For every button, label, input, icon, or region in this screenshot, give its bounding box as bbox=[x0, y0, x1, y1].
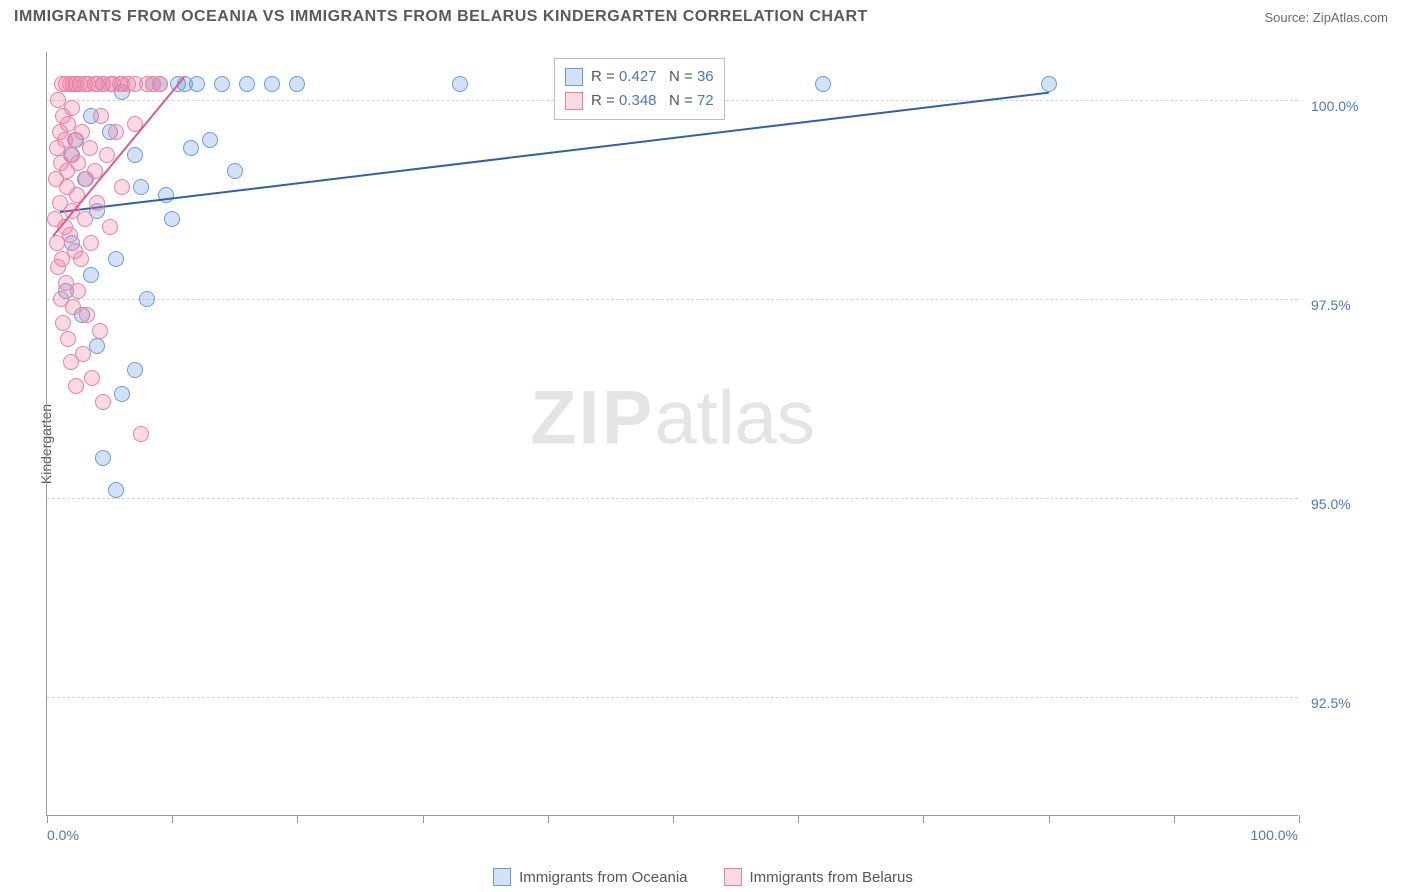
data-point bbox=[79, 307, 95, 323]
data-point bbox=[60, 331, 76, 347]
data-point bbox=[89, 195, 105, 211]
x-tick bbox=[548, 815, 549, 823]
data-point bbox=[92, 323, 108, 339]
watermark-rest: atlas bbox=[654, 376, 815, 461]
data-point bbox=[55, 315, 71, 331]
data-point bbox=[95, 394, 111, 410]
data-point bbox=[183, 140, 199, 156]
plot-area: ZIPatlas 92.5%95.0%97.5%100.0%0.0%100.0%… bbox=[46, 52, 1298, 816]
x-tick bbox=[798, 815, 799, 823]
chart-container: Kindergarten ZIPatlas 92.5%95.0%97.5%100… bbox=[0, 40, 1406, 848]
data-point bbox=[62, 227, 78, 243]
data-point bbox=[239, 76, 255, 92]
gridline-h bbox=[47, 697, 1298, 698]
data-point bbox=[77, 211, 93, 227]
data-point bbox=[114, 179, 130, 195]
data-point bbox=[83, 267, 99, 283]
data-point bbox=[83, 235, 99, 251]
x-tick bbox=[423, 815, 424, 823]
data-point bbox=[70, 283, 86, 299]
x-tick bbox=[673, 815, 674, 823]
chart-title: IMMIGRANTS FROM OCEANIA VS IMMIGRANTS FR… bbox=[14, 8, 868, 26]
data-point bbox=[68, 378, 84, 394]
legend-stat-text: R = 0.348 N = 72 bbox=[591, 89, 714, 113]
data-point bbox=[108, 482, 124, 498]
data-point bbox=[152, 76, 168, 92]
data-point bbox=[114, 386, 130, 402]
data-point bbox=[227, 163, 243, 179]
gridline-h bbox=[47, 299, 1298, 300]
data-point bbox=[189, 76, 205, 92]
data-point bbox=[139, 291, 155, 307]
data-point bbox=[74, 124, 90, 140]
source-label: Source: ZipAtlas.com bbox=[1264, 10, 1388, 25]
data-point bbox=[264, 76, 280, 92]
bottom-legend-item: Immigrants from Belarus bbox=[724, 868, 913, 886]
data-point bbox=[452, 76, 468, 92]
data-point bbox=[89, 338, 105, 354]
data-point bbox=[82, 140, 98, 156]
data-point bbox=[95, 450, 111, 466]
x-tick bbox=[923, 815, 924, 823]
y-tick-label: 95.0% bbox=[1311, 496, 1351, 512]
data-point bbox=[70, 155, 86, 171]
x-tick bbox=[1049, 815, 1050, 823]
data-point bbox=[127, 362, 143, 378]
legend-swatch bbox=[565, 68, 583, 86]
watermark: ZIPatlas bbox=[530, 375, 815, 462]
data-point bbox=[75, 346, 91, 362]
bottom-legend-item: Immigrants from Oceania bbox=[493, 868, 687, 886]
data-point bbox=[214, 76, 230, 92]
watermark-bold: ZIP bbox=[530, 376, 654, 461]
legend-swatch bbox=[724, 868, 742, 886]
y-tick-label: 92.5% bbox=[1311, 695, 1351, 711]
legend-row: R = 0.427 N = 36 bbox=[565, 65, 714, 89]
data-point bbox=[202, 132, 218, 148]
x-tick bbox=[172, 815, 173, 823]
y-tick-label: 100.0% bbox=[1311, 98, 1358, 114]
legend-swatch bbox=[493, 868, 511, 886]
data-point bbox=[164, 211, 180, 227]
x-tick-label: 100.0% bbox=[1251, 827, 1298, 843]
data-point bbox=[93, 108, 109, 124]
data-point bbox=[108, 251, 124, 267]
x-tick bbox=[47, 815, 48, 823]
data-point bbox=[289, 76, 305, 92]
header: IMMIGRANTS FROM OCEANIA VS IMMIGRANTS FR… bbox=[0, 0, 1406, 32]
bottom-legend: Immigrants from Oceania Immigrants from B… bbox=[0, 868, 1406, 886]
data-point bbox=[73, 251, 89, 267]
bottom-legend-label: Immigrants from Belarus bbox=[750, 869, 913, 886]
gridline-h bbox=[47, 498, 1298, 499]
correlation-legend: R = 0.427 N = 36R = 0.348 N = 72 bbox=[554, 58, 725, 120]
legend-swatch bbox=[565, 92, 583, 110]
data-point bbox=[127, 147, 143, 163]
x-tick bbox=[1299, 815, 1300, 823]
legend-row: R = 0.348 N = 72 bbox=[565, 89, 714, 113]
data-point bbox=[1041, 76, 1057, 92]
data-point bbox=[102, 219, 118, 235]
y-tick-label: 97.5% bbox=[1311, 297, 1351, 313]
data-point bbox=[133, 426, 149, 442]
data-point bbox=[84, 370, 100, 386]
x-tick bbox=[1174, 815, 1175, 823]
data-point bbox=[815, 76, 831, 92]
data-point bbox=[108, 124, 124, 140]
legend-stat-text: R = 0.427 N = 36 bbox=[591, 65, 714, 89]
data-point bbox=[64, 100, 80, 116]
bottom-legend-label: Immigrants from Oceania bbox=[519, 869, 687, 886]
x-tick-label: 0.0% bbox=[47, 827, 79, 843]
data-point bbox=[133, 179, 149, 195]
x-tick bbox=[297, 815, 298, 823]
